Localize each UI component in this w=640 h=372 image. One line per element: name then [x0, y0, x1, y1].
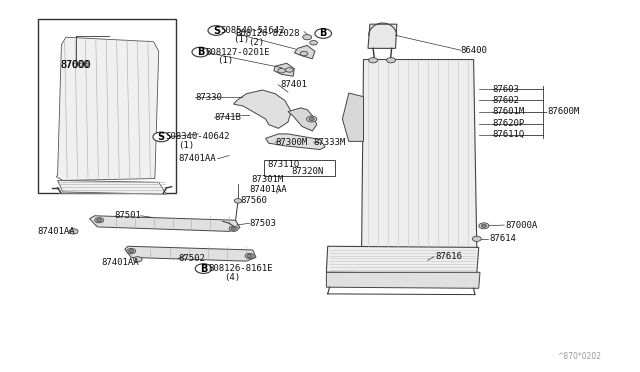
Polygon shape	[58, 180, 166, 194]
Polygon shape	[368, 24, 397, 48]
Circle shape	[278, 68, 285, 73]
Text: (2): (2)	[248, 38, 264, 46]
Circle shape	[208, 26, 225, 35]
Text: 8741B: 8741B	[214, 113, 241, 122]
Circle shape	[369, 58, 378, 63]
Circle shape	[153, 132, 170, 142]
Text: 87301M: 87301M	[252, 175, 284, 184]
Circle shape	[129, 250, 134, 253]
Text: 87560: 87560	[240, 196, 267, 205]
Text: 87502: 87502	[178, 254, 205, 263]
Polygon shape	[326, 246, 479, 273]
Text: 87000A: 87000A	[506, 221, 538, 230]
Circle shape	[247, 254, 252, 257]
Text: B08126-8161E: B08126-8161E	[208, 264, 273, 273]
Circle shape	[192, 47, 209, 57]
Text: (4): (4)	[224, 273, 240, 282]
Text: 87000: 87000	[60, 60, 91, 70]
Text: 87401AA: 87401AA	[178, 154, 216, 163]
Polygon shape	[125, 246, 256, 261]
Text: B: B	[200, 264, 207, 273]
Circle shape	[315, 29, 332, 38]
Polygon shape	[288, 108, 317, 131]
Text: (1): (1)	[178, 141, 194, 150]
Circle shape	[229, 226, 238, 231]
Circle shape	[234, 199, 242, 203]
Text: S08340-40642: S08340-40642	[165, 132, 230, 141]
Text: 87611Q: 87611Q	[493, 130, 525, 139]
Circle shape	[309, 118, 314, 121]
Text: 87311Q: 87311Q	[268, 160, 300, 169]
Text: ^870*0202: ^870*0202	[557, 352, 602, 361]
Circle shape	[479, 223, 489, 229]
Polygon shape	[90, 216, 240, 231]
Circle shape	[133, 257, 142, 262]
Circle shape	[69, 229, 78, 234]
Text: 87614: 87614	[490, 234, 516, 243]
Text: 87602: 87602	[493, 96, 520, 105]
Polygon shape	[266, 134, 325, 150]
Text: S: S	[212, 26, 220, 35]
Text: 87401AA: 87401AA	[250, 185, 287, 194]
Text: 87330: 87330	[195, 93, 222, 102]
Text: 87603: 87603	[493, 85, 520, 94]
Circle shape	[95, 218, 104, 223]
Text: 87000: 87000	[61, 60, 90, 70]
Text: 87503: 87503	[250, 219, 276, 228]
Text: B: B	[196, 47, 204, 57]
Polygon shape	[274, 63, 294, 76]
Circle shape	[231, 227, 236, 230]
Text: 87501: 87501	[114, 211, 141, 220]
Text: 87401AA: 87401AA	[37, 227, 75, 236]
Circle shape	[300, 51, 308, 56]
Text: 87320N: 87320N	[291, 167, 323, 176]
Polygon shape	[362, 60, 477, 249]
Circle shape	[307, 116, 317, 122]
Text: 87401AA: 87401AA	[101, 258, 139, 267]
Text: 87300M: 87300M	[275, 138, 307, 147]
Text: B: B	[319, 29, 327, 38]
Circle shape	[472, 236, 481, 241]
Circle shape	[310, 41, 317, 45]
Text: 87333M: 87333M	[314, 138, 346, 147]
Circle shape	[127, 248, 136, 254]
Text: 87616: 87616	[435, 252, 462, 261]
Text: 87600M: 87600M	[547, 107, 579, 116]
Circle shape	[303, 35, 312, 40]
Polygon shape	[342, 93, 364, 141]
Text: S: S	[157, 132, 165, 142]
Text: B08127-0201E: B08127-0201E	[205, 48, 269, 57]
Polygon shape	[234, 90, 291, 128]
Polygon shape	[56, 37, 159, 180]
Text: (1): (1)	[234, 35, 250, 44]
Bar	[264, 160, 335, 176]
Text: B08126-82028: B08126-82028	[236, 29, 300, 38]
Circle shape	[245, 253, 254, 259]
Circle shape	[481, 224, 486, 227]
Circle shape	[97, 219, 102, 222]
Circle shape	[195, 264, 212, 273]
Circle shape	[285, 68, 293, 72]
Polygon shape	[326, 272, 480, 288]
Polygon shape	[294, 45, 315, 59]
Text: 87620P: 87620P	[493, 119, 525, 128]
Text: S08540-51642: S08540-51642	[221, 26, 285, 35]
Text: 87401: 87401	[280, 80, 307, 89]
Text: 86400: 86400	[461, 46, 488, 55]
Circle shape	[387, 58, 396, 63]
Text: (1): (1)	[218, 56, 234, 65]
Bar	[38, 19, 176, 193]
Text: 87601M: 87601M	[493, 107, 525, 116]
